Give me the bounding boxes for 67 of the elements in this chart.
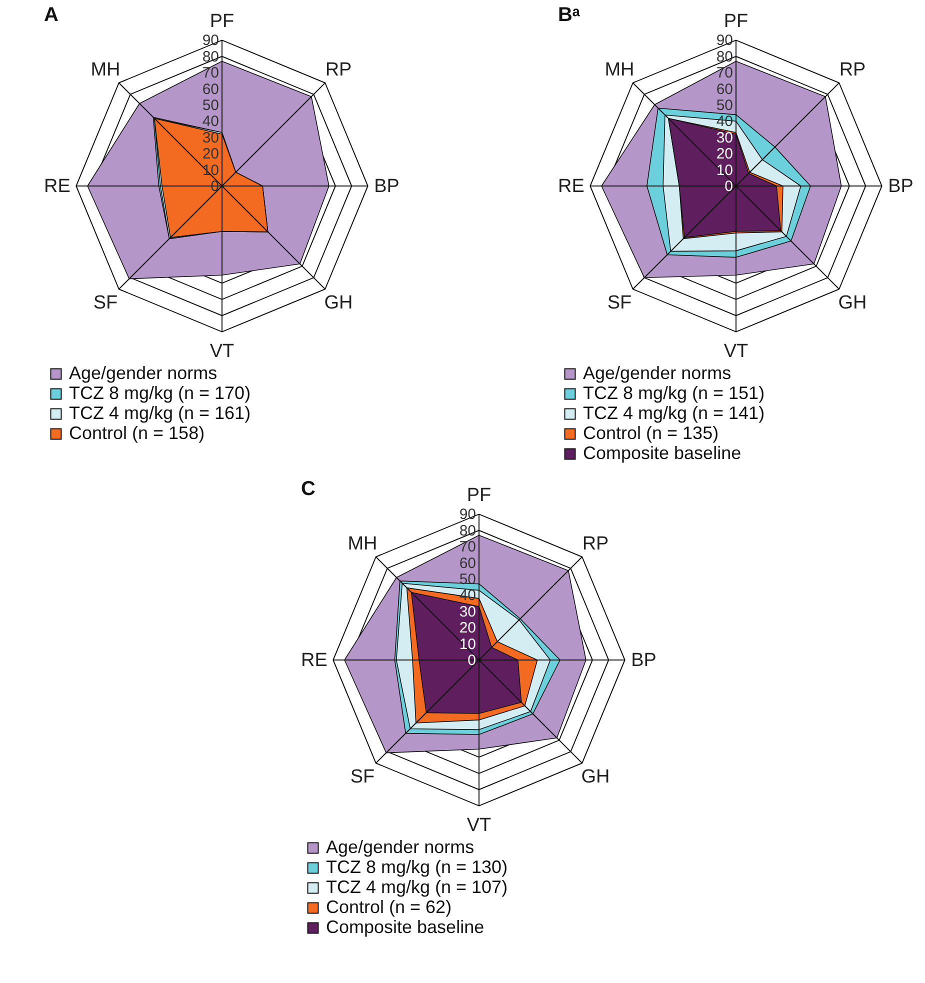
legend-label: Control (n = 135) bbox=[583, 423, 719, 443]
chart-title: Bᵃ bbox=[558, 4, 580, 26]
spoke-label: RE bbox=[44, 176, 70, 197]
legend-label: Control (n = 158) bbox=[69, 423, 205, 443]
y-tick-label: 70 bbox=[202, 64, 219, 82]
spoke-label: MH bbox=[604, 59, 634, 80]
y-tick-label: 30 bbox=[716, 129, 733, 146]
y-tick-label: 90 bbox=[459, 506, 476, 524]
legend-label: TCZ 4 mg/kg (n = 141) bbox=[583, 403, 765, 423]
legend-label: TCZ 8 mg/kg (n = 130) bbox=[326, 857, 508, 877]
chart-title: C bbox=[301, 478, 316, 500]
spoke-label: SF bbox=[607, 292, 632, 314]
spoke-label: MH bbox=[348, 533, 378, 554]
legend-label: TCZ 8 mg/kg (n = 151) bbox=[583, 383, 765, 403]
legend-label: Composite baseline bbox=[326, 917, 484, 937]
y-tick-label: 80 bbox=[459, 522, 476, 540]
spoke-label: BP bbox=[888, 176, 914, 197]
spoke-label: PF bbox=[724, 11, 748, 32]
y-tick-label: 60 bbox=[202, 80, 219, 98]
y-tick-label: 40 bbox=[202, 113, 219, 130]
y-tick-label: 30 bbox=[459, 603, 476, 620]
spoke-label: VT bbox=[466, 814, 492, 836]
y-tick-label: 0 bbox=[724, 178, 733, 195]
legend-label: TCZ 4 mg/kg (n = 161) bbox=[69, 403, 251, 423]
spoke-label: GH bbox=[581, 766, 610, 788]
y-tick-label: 80 bbox=[716, 48, 733, 66]
legend-label: TCZ 4 mg/kg (n = 107) bbox=[326, 877, 508, 897]
spoke-label: PF bbox=[466, 485, 492, 506]
y-tick-label: 40 bbox=[459, 587, 476, 604]
y-tick-label: 70 bbox=[716, 64, 733, 82]
legend-label: Control (n = 62) bbox=[326, 897, 452, 917]
spoke-label: RE bbox=[301, 650, 328, 671]
y-tick-label: 30 bbox=[202, 129, 219, 146]
chart-title: A bbox=[44, 4, 58, 26]
spoke-label: SF bbox=[93, 292, 118, 314]
spoke-label: BP bbox=[631, 650, 656, 671]
y-tick-label: 90 bbox=[716, 32, 733, 50]
legend-label: TCZ 8 mg/kg (n = 170) bbox=[69, 383, 251, 403]
y-tick-label: 70 bbox=[459, 538, 476, 556]
y-tick-label: 20 bbox=[202, 146, 219, 163]
spoke-label: RP bbox=[325, 59, 352, 80]
spoke-label: VT bbox=[724, 340, 749, 362]
y-tick-label: 80 bbox=[202, 48, 219, 66]
y-tick-label: 60 bbox=[459, 554, 476, 572]
y-tick-label: 20 bbox=[459, 620, 476, 637]
y-tick-label: 60 bbox=[716, 80, 733, 98]
y-tick-label: 20 bbox=[716, 146, 733, 163]
spoke-label: BP bbox=[374, 176, 400, 197]
legend-label: Composite baseline bbox=[583, 443, 742, 463]
y-tick-label: 10 bbox=[716, 162, 733, 179]
legend-label: Age/gender norms bbox=[69, 363, 218, 383]
y-tick-label: 90 bbox=[202, 32, 219, 50]
spoke-label: RP bbox=[839, 59, 866, 80]
y-tick-label: 50 bbox=[716, 96, 733, 114]
spoke-label: RE bbox=[558, 176, 584, 197]
spoke-label: VT bbox=[210, 340, 235, 362]
spoke-label: MH bbox=[90, 59, 120, 80]
spoke-label: SF bbox=[350, 766, 375, 788]
y-tick-label: 0 bbox=[468, 652, 476, 669]
spoke-label: PF bbox=[210, 11, 234, 32]
legend-label: Age/gender norms bbox=[583, 363, 732, 383]
spoke-label: RP bbox=[582, 533, 609, 554]
legend-label: Age/gender norms bbox=[326, 837, 474, 857]
spoke-label: GH bbox=[838, 292, 867, 314]
spoke-label: GH bbox=[324, 292, 353, 314]
y-tick-label: 10 bbox=[459, 636, 476, 653]
y-tick-label: 50 bbox=[202, 96, 219, 114]
